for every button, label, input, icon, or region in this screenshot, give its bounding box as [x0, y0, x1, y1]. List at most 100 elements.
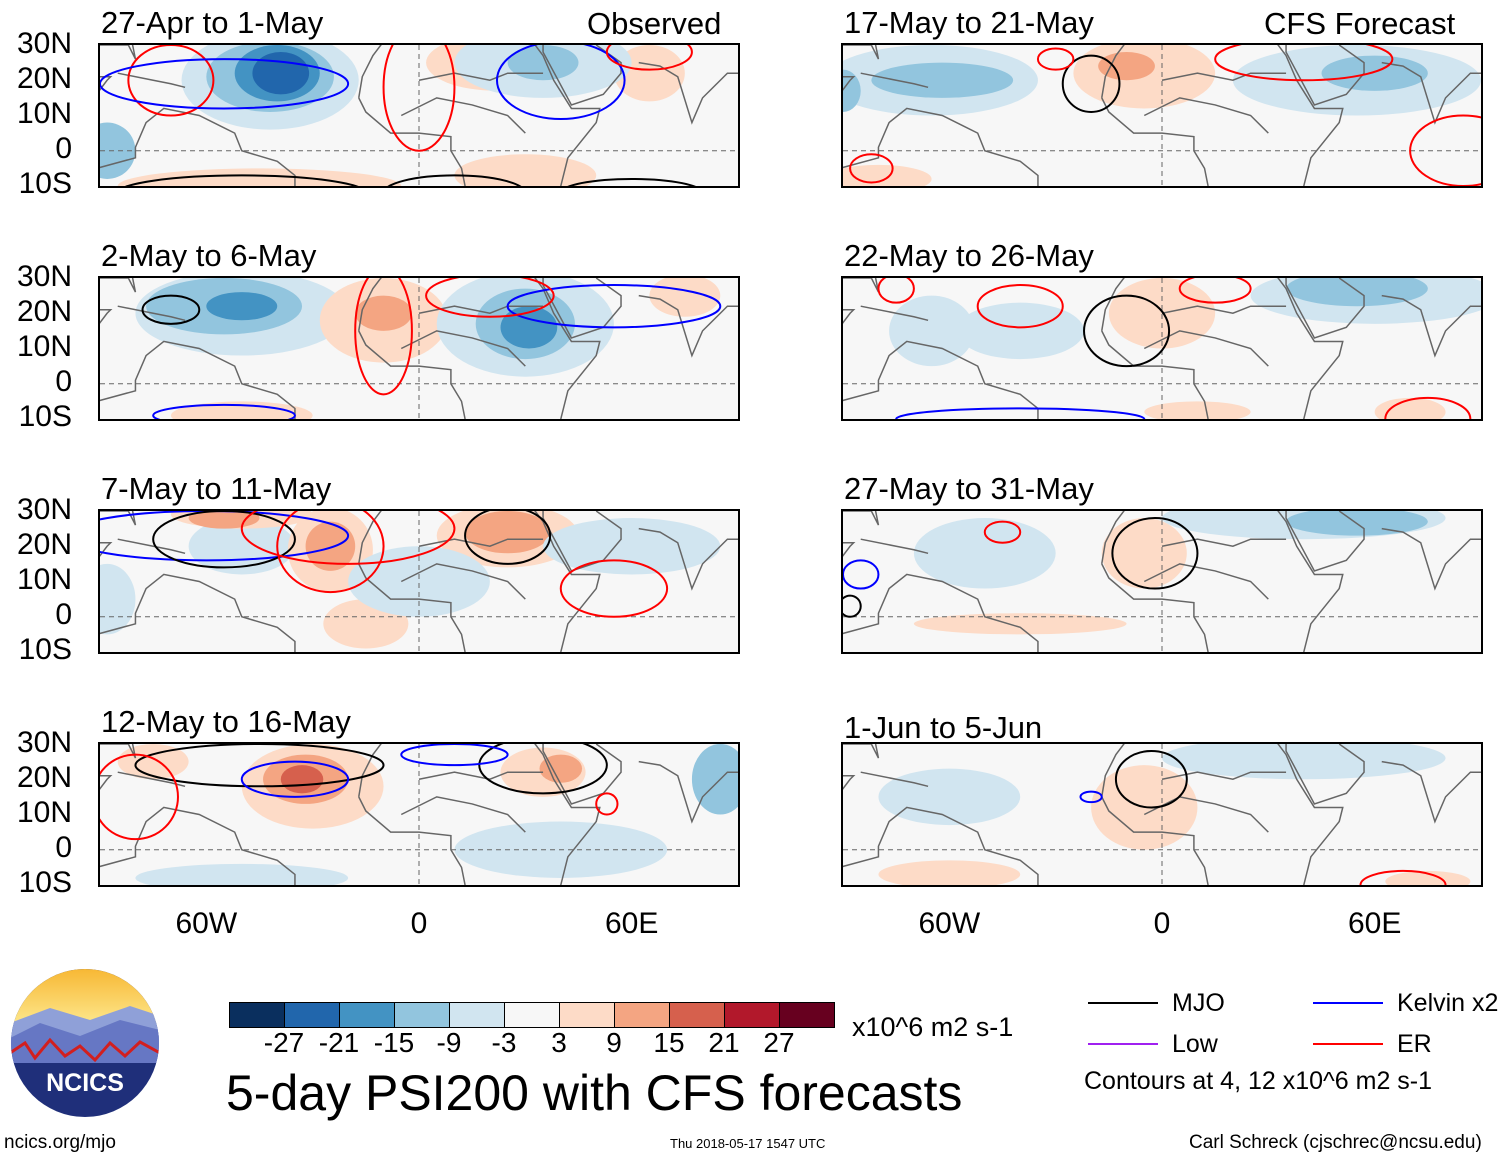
- er-contour: [983, 520, 1022, 544]
- psi-anomaly-shading: [913, 613, 1127, 635]
- psi-anomaly-shading: [206, 292, 278, 321]
- coastline: [1143, 97, 1269, 134]
- coastline: [100, 278, 137, 324]
- psi-anomaly-shading: [500, 306, 558, 349]
- coastline: [1101, 45, 1125, 98]
- psi-anomaly-shading: [1101, 518, 1187, 589]
- kelvin-contour: [152, 403, 296, 419]
- colorbar-tick-label: -3: [491, 1027, 517, 1058]
- map-panel: [841, 276, 1483, 421]
- coastline: [1381, 527, 1481, 591]
- kelvin-contour: [506, 284, 722, 329]
- footer-author: Carl Schreck (cjschrec@ncsu.edu): [1189, 1132, 1482, 1153]
- coastline: [117, 305, 186, 322]
- coastline: [418, 771, 544, 781]
- footer-url[interactable]: ncics.org/mjo: [4, 1132, 116, 1153]
- er-contour: [849, 153, 894, 184]
- mjo-contour: [478, 744, 608, 795]
- coastline: [100, 744, 137, 790]
- kelvin-contour: [895, 407, 1146, 419]
- legend-line: [1313, 1043, 1383, 1045]
- er-contour: [354, 278, 413, 396]
- psi-anomaly-shading: [613, 45, 685, 102]
- colorbar: [229, 1002, 835, 1028]
- coastline: [860, 538, 929, 555]
- lat-label: 20N: [16, 62, 72, 95]
- panel-title: 22-May to 26-May: [844, 238, 1094, 273]
- coastline: [860, 72, 929, 89]
- legend-line: [1088, 1002, 1158, 1004]
- panel-title: 7-May to 11-May: [101, 471, 332, 506]
- lat-label: 10N: [16, 563, 72, 596]
- coastline: [1285, 278, 1365, 339]
- er-contour: [425, 278, 555, 318]
- colorbar-tick-label: 15: [653, 1027, 685, 1058]
- psi-anomaly-shading: [252, 52, 310, 95]
- coastline: [843, 744, 880, 790]
- psi-anomaly-shading: [507, 45, 579, 81]
- coastline: [534, 511, 601, 652]
- coastline: [1161, 538, 1287, 548]
- colorbar-swatch: [395, 1003, 450, 1027]
- psi-anomaly-shading: [878, 768, 1021, 826]
- colorbar-tick-label: -9: [436, 1027, 462, 1058]
- kelvin-contour: [843, 559, 880, 590]
- map-panel: [841, 43, 1483, 188]
- coastline: [358, 45, 382, 98]
- coastline: [100, 340, 296, 419]
- map-panel: [841, 509, 1483, 654]
- coastline: [860, 305, 929, 322]
- coastline: [100, 573, 296, 652]
- coastline: [1161, 72, 1287, 82]
- legend-label: Kelvin x2: [1397, 989, 1499, 1017]
- er-contour: [559, 559, 669, 618]
- lat-label: 30N: [16, 493, 72, 526]
- er-contour: [276, 511, 385, 594]
- coastline: [1381, 61, 1481, 125]
- map-panel: [98, 742, 740, 887]
- coastline: [1277, 278, 1344, 419]
- coastline: [1101, 744, 1125, 797]
- colorbar-swatch: [505, 1003, 560, 1027]
- panel-title: 2-May to 6-May: [101, 238, 317, 273]
- panel-title: 17-May to 21-May: [844, 5, 1094, 40]
- colorbar-tick-label: 21: [708, 1027, 740, 1058]
- er-contour: [1359, 869, 1447, 885]
- colorbar-swatch: [780, 1003, 834, 1027]
- coastline: [843, 278, 880, 324]
- coastline: [418, 538, 544, 548]
- coastline: [1143, 563, 1269, 600]
- mjo-contour: [134, 744, 385, 788]
- coastline: [358, 330, 466, 419]
- coastline: [100, 806, 296, 885]
- coastline: [1285, 45, 1365, 106]
- contour-note: Contours at 4, 12 x10^6 m2 s-1: [1084, 1067, 1433, 1095]
- lat-label: 10N: [16, 97, 72, 130]
- colorbar-tick-label: 3: [551, 1027, 567, 1058]
- psi-anomaly-shading: [871, 62, 1014, 98]
- coastline: [358, 278, 382, 331]
- map-panel: [98, 43, 740, 188]
- coastline: [1101, 278, 1125, 331]
- er-contour: [100, 753, 179, 841]
- coastline: [534, 744, 601, 885]
- er-contour: [595, 792, 619, 816]
- coastline: [1277, 45, 1344, 186]
- lon-label: 0: [1153, 907, 1171, 940]
- psi-anomaly-shading: [539, 754, 583, 783]
- psi-anomaly-shading: [1374, 397, 1446, 419]
- coastline: [400, 796, 526, 833]
- legend-line: [1088, 1043, 1158, 1045]
- coastline: [843, 573, 1039, 652]
- colorbar-tick-label: -27: [263, 1027, 305, 1058]
- psi-anomaly-shading: [956, 302, 1085, 360]
- lon-label: 60E: [604, 907, 659, 940]
- coastline: [1101, 563, 1209, 652]
- lat-label: 20N: [16, 528, 72, 561]
- lat-label: 0: [55, 132, 72, 165]
- psi-anomaly-shading: [843, 69, 861, 112]
- panel-title: 27-Apr to 1-May: [101, 5, 324, 40]
- coastline: [1143, 796, 1269, 833]
- kelvin-contour: [400, 744, 509, 767]
